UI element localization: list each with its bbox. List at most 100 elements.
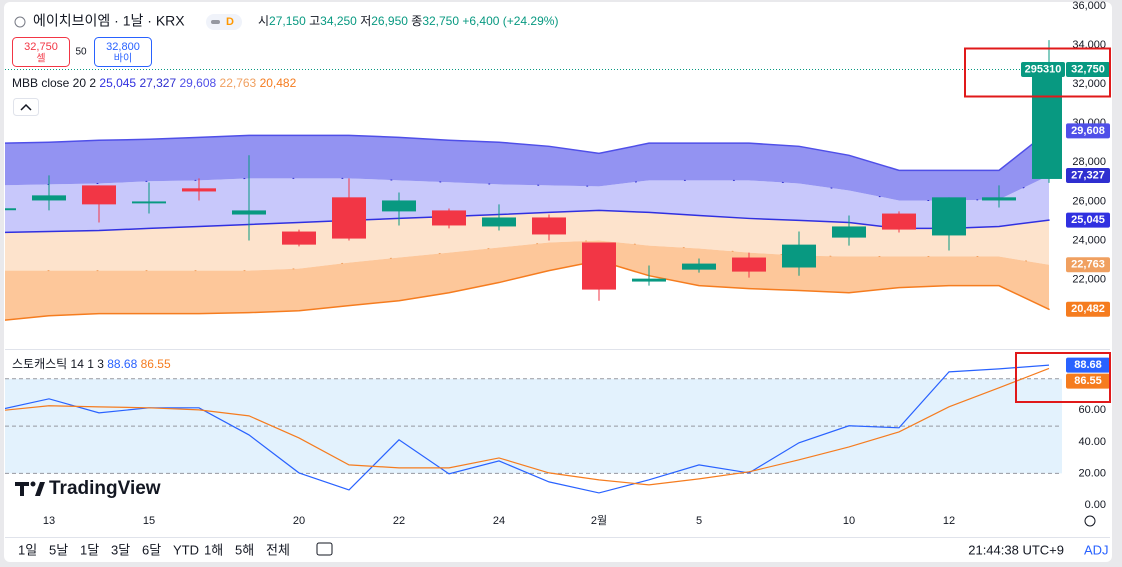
logo-part [35,482,45,496]
indicator-value: 29,608 [179,76,216,90]
symbol: 에이치브이엠 · 1날 · KRX [33,13,185,29]
price-tag-label: 22,763 [1071,259,1105,271]
range-button[interactable]: 5날 [49,542,68,557]
range-button[interactable]: 6달 [142,542,161,557]
price-tag-label: 32,750 [1071,63,1105,75]
price-tag [1066,167,1110,183]
x-tick-label: 15 [143,515,155,527]
stoch-tick-label: 0.00 [1085,499,1106,511]
candle-body [582,242,616,290]
x-tick-label: 12 [943,515,955,527]
candle-body [882,213,916,230]
collapse-icon [20,103,32,111]
sell-button[interactable] [12,37,70,67]
band-fill [5,175,1049,233]
range-button[interactable]: YTD [173,542,199,557]
candle-body [532,217,566,235]
indicator-value: 25,045 [99,76,136,90]
stoch-tick-label: 20.00 [1078,467,1106,479]
x-tick-label: 24 [493,515,505,527]
sell-label: 셀 [36,53,45,65]
collapse-button[interactable] [13,98,39,116]
price-tag [1066,257,1110,273]
settings-icon[interactable] [1084,515,1096,527]
x-tick-label: 13 [43,515,55,527]
ohlc-value: 26,950 [371,14,408,28]
candle-body [782,244,816,268]
candle-body [982,197,1016,201]
band-line [5,259,1050,321]
candle-body [282,231,316,245]
candle-body [232,210,266,215]
price-pane [5,40,1062,321]
indicator-value: 22,763 [220,76,257,90]
stoch-tick-label: 60.00 [1078,404,1106,416]
watermark: TradingView [15,478,161,499]
calendar-icon[interactable] [316,542,333,556]
range-button[interactable]: 5해 [235,542,254,557]
clock: 21:44:38 UTC+9 [968,542,1064,557]
price-tag [1066,123,1110,139]
candle-body [332,197,366,239]
sell-price: 32,750 [24,41,58,53]
ohlc-label: 종 [411,14,422,28]
badge: D [226,16,234,28]
stoch-pane [5,364,1062,494]
x-tick-label: 5 [696,515,702,527]
ohlc-label: 고 [309,14,320,28]
price-tag [1021,62,1065,77]
y-tick-label: 28,000 [1072,156,1106,168]
stoch-value: 86.55 [141,357,171,371]
badge-bg [206,14,242,30]
axes: 22,00024,00026,00028,00030,00032,00034,0… [43,0,1110,527]
price-tag-label: 25,045 [1071,214,1105,226]
price-tag-label: 29,608 [1071,125,1105,137]
candle-body [432,210,466,226]
buy-label: 바이 [114,53,132,65]
watermark-text: TradingView [49,478,161,499]
candle-body [182,188,216,192]
price-tag [1066,62,1110,77]
candle-body [632,278,666,282]
candle-body [82,185,116,205]
buy-button[interactable] [94,37,152,67]
range-button[interactable]: 전체 [266,542,290,557]
price-tag-label: 295310 [1025,63,1062,75]
change: +6,400 (+24.29%) [462,14,558,28]
y-tick-label: 26,000 [1072,195,1106,207]
band-line [5,209,1050,234]
symbol-icon [14,16,26,28]
stoch-title: 스토캐스틱 14 1 3 [12,357,104,371]
spread: 50 [75,47,87,58]
candle-body [832,226,866,238]
highlight-box [1015,352,1111,403]
candle-body [682,263,716,270]
y-tick-label: 24,000 [1072,234,1106,246]
adj-button[interactable]: ADJ [1084,542,1109,557]
y-tick-label: 22,000 [1072,274,1106,286]
band-fill [5,210,1049,271]
indicator-value: 20,482 [260,76,297,90]
band-line [5,130,1050,172]
candle-body [932,197,966,236]
logo-part [30,481,36,487]
highlight-box [964,47,1111,98]
price-tag-label: 20,482 [1071,303,1105,315]
x-tick-label: 10 [843,515,855,527]
range-button[interactable]: 1일 [18,542,37,557]
range-button[interactable]: 1달 [80,542,99,557]
ohlc-value: 34,250 [320,14,357,28]
candle-body [732,257,766,272]
ohlc-label: 저 [360,14,371,28]
range-button[interactable]: 1해 [204,542,223,557]
ohlc-label: 시 [258,14,269,28]
ohlc-value: 32,750 [422,14,459,28]
indicator-legend: MBB close 20 2 25,045 27,327 29,608 22,7… [12,76,297,90]
price-tag [1066,212,1110,228]
candle-body [1032,69,1062,179]
frame-bottom [4,562,1112,567]
indicator-title: MBB close 20 2 [12,76,96,90]
range-button[interactable]: 3달 [111,542,130,557]
